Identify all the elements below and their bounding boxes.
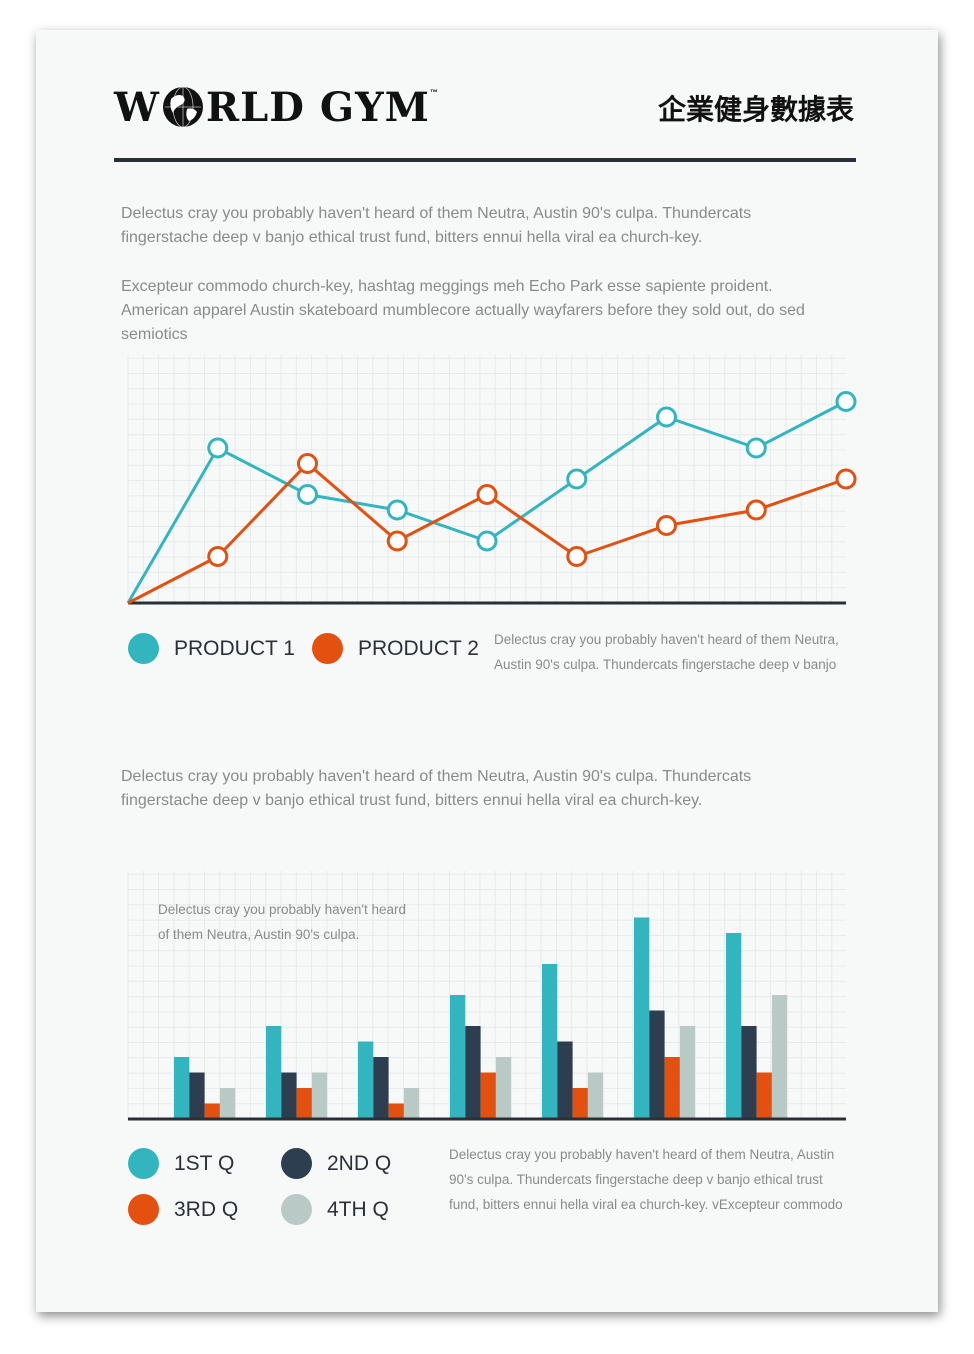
legend-label: 3RD Q	[174, 1197, 239, 1221]
bar	[756, 1072, 772, 1119]
bar-chart-footnote: Delectus cray you probably haven't heard…	[449, 1147, 843, 1212]
legend-3rd-q: 3RD Q	[128, 1194, 238, 1225]
data-point	[566, 546, 588, 567]
bar	[388, 1103, 404, 1119]
bar-section-paragraph: Delectus cray you probably haven't heard…	[121, 768, 752, 809]
bar	[204, 1103, 220, 1119]
bar	[572, 1088, 588, 1119]
data-point	[745, 499, 767, 521]
world-gym-logo: W RLD GYM ™	[114, 83, 439, 131]
bar	[679, 1026, 696, 1119]
bar	[465, 1026, 481, 1119]
bar	[311, 1072, 328, 1119]
data-point	[476, 530, 498, 552]
data-point	[297, 453, 318, 474]
data-point	[207, 437, 229, 459]
bar	[358, 1041, 374, 1119]
page-title: 企業健身數據表	[657, 93, 854, 126]
bar	[634, 917, 650, 1119]
data-point	[656, 515, 677, 536]
bar	[557, 1041, 573, 1119]
bar	[450, 995, 466, 1119]
data-point	[835, 468, 857, 490]
legend-swatch-product-2	[312, 633, 343, 664]
legend-label: 1ST Q	[174, 1151, 235, 1175]
bar	[664, 1057, 680, 1119]
bar	[373, 1057, 389, 1119]
intro-paragraph-2: Excepteur commodo church-key, hashtag me…	[121, 278, 805, 343]
bar	[542, 964, 558, 1119]
bar	[726, 933, 742, 1119]
globe-icon	[162, 86, 203, 128]
data-point	[476, 484, 498, 505]
legend-1st-q: 1ST Q	[128, 1148, 234, 1179]
bar-chart	[127, 871, 846, 1121]
bar	[495, 1057, 512, 1119]
legend-swatch-product-1	[128, 633, 159, 664]
bar	[219, 1088, 236, 1119]
legend-product-2: PRODUCT 2	[312, 633, 479, 664]
bar	[403, 1088, 420, 1119]
bar	[587, 1072, 604, 1119]
bar	[189, 1072, 205, 1119]
data-point	[835, 391, 857, 412]
legend-label: PRODUCT 1	[174, 636, 295, 660]
legend-swatch-2nd-q	[281, 1148, 312, 1179]
legend-label: 4TH Q	[327, 1197, 389, 1221]
legend-swatch-4th-q	[281, 1194, 312, 1225]
data-point	[207, 546, 229, 567]
header-divider	[114, 158, 856, 162]
bar	[649, 1010, 665, 1119]
grid	[127, 355, 846, 604]
bar	[296, 1088, 312, 1119]
legend-label: PRODUCT 2	[358, 636, 479, 660]
data-point	[297, 484, 318, 505]
data-point	[656, 406, 677, 428]
line-chart	[126, 355, 857, 605]
data-point	[566, 468, 588, 490]
bar-chart-note: Delectus cray you probably haven't heard…	[158, 902, 406, 942]
bar	[771, 995, 788, 1119]
bar	[266, 1026, 282, 1119]
bar	[174, 1057, 190, 1119]
data-point	[386, 530, 408, 552]
bar	[741, 1026, 757, 1119]
line-chart-note: Delectus cray you probably haven't heard…	[494, 632, 839, 672]
data-point	[386, 499, 408, 521]
intro-paragraph-1: Delectus cray you probably haven't heard…	[121, 205, 752, 246]
bar	[281, 1072, 297, 1119]
legend-swatch-1st-q	[128, 1148, 159, 1179]
data-sheet: W RLD GYM ™ 企業健身數據表 Delectus cray you pr…	[36, 30, 938, 1312]
legend-swatch-3rd-q	[128, 1194, 159, 1225]
legend-4th-q: 4TH Q	[281, 1194, 389, 1225]
data-point	[745, 437, 767, 459]
legend-2nd-q: 2ND Q	[281, 1148, 391, 1179]
bar	[480, 1072, 496, 1119]
legend-label: 2ND Q	[327, 1151, 392, 1175]
legend-product-1: PRODUCT 1	[128, 633, 295, 664]
